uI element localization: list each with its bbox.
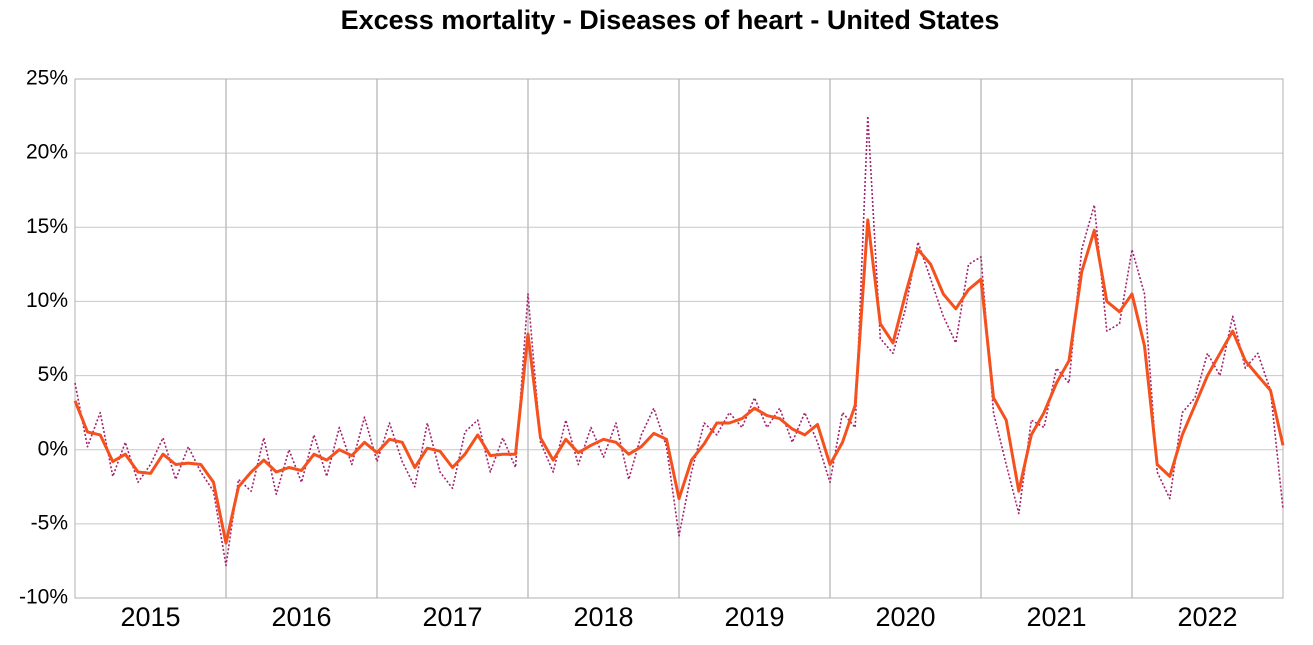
series-line <box>73 218 1285 545</box>
x-tick-label: 2016 <box>271 602 331 632</box>
y-tick-label: 25% <box>26 67 68 90</box>
x-tick-label: 2015 <box>120 602 180 632</box>
y-tick-label: 15% <box>26 215 68 238</box>
y-tick-label: 10% <box>26 289 68 312</box>
y-tick-label: -10% <box>19 586 68 609</box>
x-tick-label: 2019 <box>724 602 784 632</box>
x-tick-label: 2022 <box>1177 602 1237 632</box>
y-tick-label: 0% <box>38 437 68 460</box>
y-tick-label: 5% <box>38 363 68 386</box>
chart-title: Excess mortality - Diseases of heart - U… <box>341 5 1000 35</box>
x-tick-label: 2021 <box>1026 602 1086 632</box>
x-tick-label: 2020 <box>875 602 935 632</box>
y-tick-label: 20% <box>26 141 68 164</box>
x-tick-label: 2018 <box>573 602 633 632</box>
series-line <box>74 115 1284 567</box>
x-tick-label: 2017 <box>422 602 482 632</box>
y-tick-label: -5% <box>31 511 68 534</box>
plot-border <box>74 78 1284 599</box>
